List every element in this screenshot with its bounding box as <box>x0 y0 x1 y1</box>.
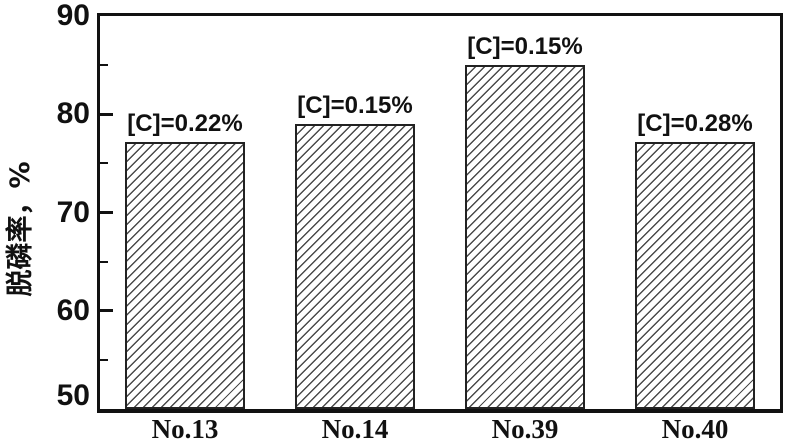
bar <box>295 124 415 409</box>
y-tick-label: 60 <box>56 293 90 327</box>
bar-value-label: [C]=0.15% <box>297 92 413 120</box>
x-category-label: No.14 <box>321 414 389 444</box>
x-category-label: No.13 <box>151 414 219 444</box>
x-category-label: No.40 <box>661 414 729 444</box>
y-minor-tick <box>100 358 108 361</box>
bar <box>125 141 245 409</box>
bar-value-label: [C]=0.15% <box>467 33 583 61</box>
y-minor-tick <box>100 260 108 263</box>
y-minor-tick <box>100 162 108 165</box>
y-major-tick <box>100 211 113 214</box>
plot-area: [C]=0.22% [C]=0.15% [C]=0.15% [C]=0.28% <box>97 13 783 413</box>
y-major-tick <box>100 309 113 313</box>
y-major-tick <box>100 112 113 116</box>
bar <box>465 65 585 409</box>
y-tick-label: 70 <box>56 195 90 229</box>
x-category-label: No.39 <box>491 414 559 444</box>
y-minor-tick <box>100 64 108 67</box>
bar <box>635 141 755 409</box>
y-tick-label: 50 <box>56 379 90 412</box>
bar-value-label: [C]=0.22% <box>127 109 243 137</box>
bar-value-label: [C]=0.28% <box>637 109 753 137</box>
y-tick-label: 80 <box>56 97 90 131</box>
y-tick-label: 90 <box>56 0 90 32</box>
